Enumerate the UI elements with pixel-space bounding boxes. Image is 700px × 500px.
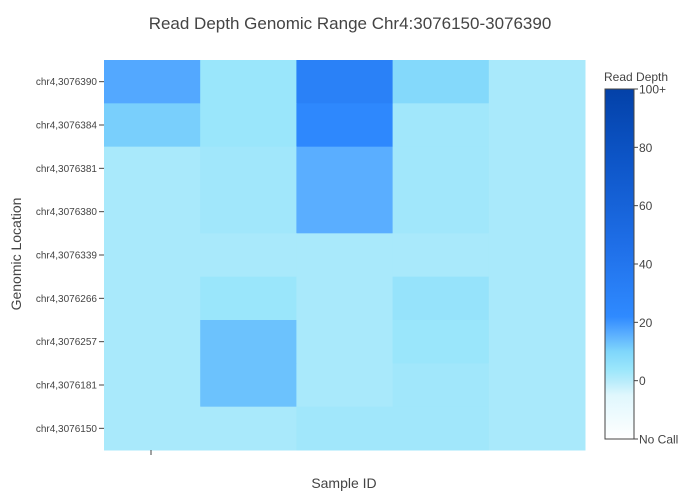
heatmap-cell <box>296 320 394 364</box>
heatmap-cell <box>488 190 586 234</box>
heatmap-cell <box>392 103 490 148</box>
heatmap-cell <box>296 406 394 451</box>
heatmap-cell <box>488 363 586 408</box>
colorbar-title: Read Depth <box>604 70 668 84</box>
colorbar-tick-label: 20 <box>639 316 653 330</box>
colorbar: Read Depth 100+ 80 60 40 20 0 No Call <box>604 70 678 447</box>
colorbar-tick-label: 40 <box>639 258 653 272</box>
heatmap-cell <box>104 363 201 408</box>
plot-area <box>104 60 586 451</box>
y-tick-label: chr4,3076150 <box>36 424 98 435</box>
heatmap-cell <box>200 60 297 104</box>
colorbar-tick-label: 80 <box>639 141 653 155</box>
colorbar-gradient <box>604 88 635 440</box>
y-tick-label: chr4,3076181 <box>36 381 98 392</box>
heatmap-cell <box>200 406 297 451</box>
heatmap-cell <box>392 363 490 408</box>
y-tick-label: chr4,3076381 <box>36 164 98 175</box>
y-axis-label: Genomic Location <box>8 198 24 311</box>
heatmap-cell <box>104 60 201 104</box>
heatmap-cell <box>488 103 586 148</box>
heatmap-cell <box>488 60 586 104</box>
y-tick-label: chr4,3076384 <box>36 121 98 132</box>
heatmap-cell <box>392 60 490 104</box>
heatmap-cell <box>488 233 586 278</box>
heatmap-cell <box>296 190 394 234</box>
heatmap-cell <box>104 406 201 451</box>
heatmap-cell <box>200 190 297 234</box>
colorbar-tick-label: 0 <box>639 374 646 388</box>
heatmap-cell <box>296 146 394 191</box>
heatmap-cell <box>392 146 490 191</box>
heatmap-cell <box>296 233 394 278</box>
colorbar-tick-label: 60 <box>639 199 653 213</box>
heatmap-cell <box>104 146 201 191</box>
heatmap-cell <box>104 276 201 321</box>
heatmap-cell <box>104 233 201 278</box>
heatmap-cell <box>296 276 394 321</box>
heatmap-cell <box>104 103 201 148</box>
heatmap-cell <box>296 103 394 148</box>
colorbar-tick-label: No Call <box>639 433 678 447</box>
heatmap-cell <box>392 406 490 451</box>
colorbar-tick-label: 100+ <box>639 83 666 97</box>
heatmap-cell <box>200 146 297 191</box>
heatmap-cell <box>104 320 201 364</box>
heatmap-cell <box>392 276 490 321</box>
heatmap-cell <box>392 233 490 278</box>
heatmap-cell <box>296 363 394 408</box>
y-tick-label: chr4,3076339 <box>36 251 98 262</box>
heatmap-cell <box>200 233 297 278</box>
heatmap-cell <box>200 103 297 148</box>
heatmap-cell <box>104 190 201 234</box>
heatmap-cell <box>392 190 490 234</box>
y-tick-label: chr4,3076266 <box>36 294 98 305</box>
x-axis-label: Sample ID <box>311 475 376 491</box>
heatmap-cell <box>488 146 586 191</box>
heatmap-cell <box>200 320 297 364</box>
heatmap-cell <box>200 363 297 408</box>
chart-title: Read Depth Genomic Range Chr4:3076150-30… <box>149 14 552 33</box>
heatmap-cell <box>200 276 297 321</box>
y-tick-label: chr4,3076390 <box>36 77 98 88</box>
y-tick-label: chr4,3076257 <box>36 337 98 348</box>
y-tick-label: chr4,3076380 <box>36 207 98 218</box>
heatmap-cell <box>392 320 490 364</box>
heatmap-cell <box>296 60 394 104</box>
y-axis: chr4,3076390 chr4,3076384 chr4,3076381 chr4… <box>36 77 104 435</box>
heatmap-cell <box>488 320 586 364</box>
heatmap-cell <box>488 406 586 451</box>
heatmap-cell <box>488 276 586 321</box>
